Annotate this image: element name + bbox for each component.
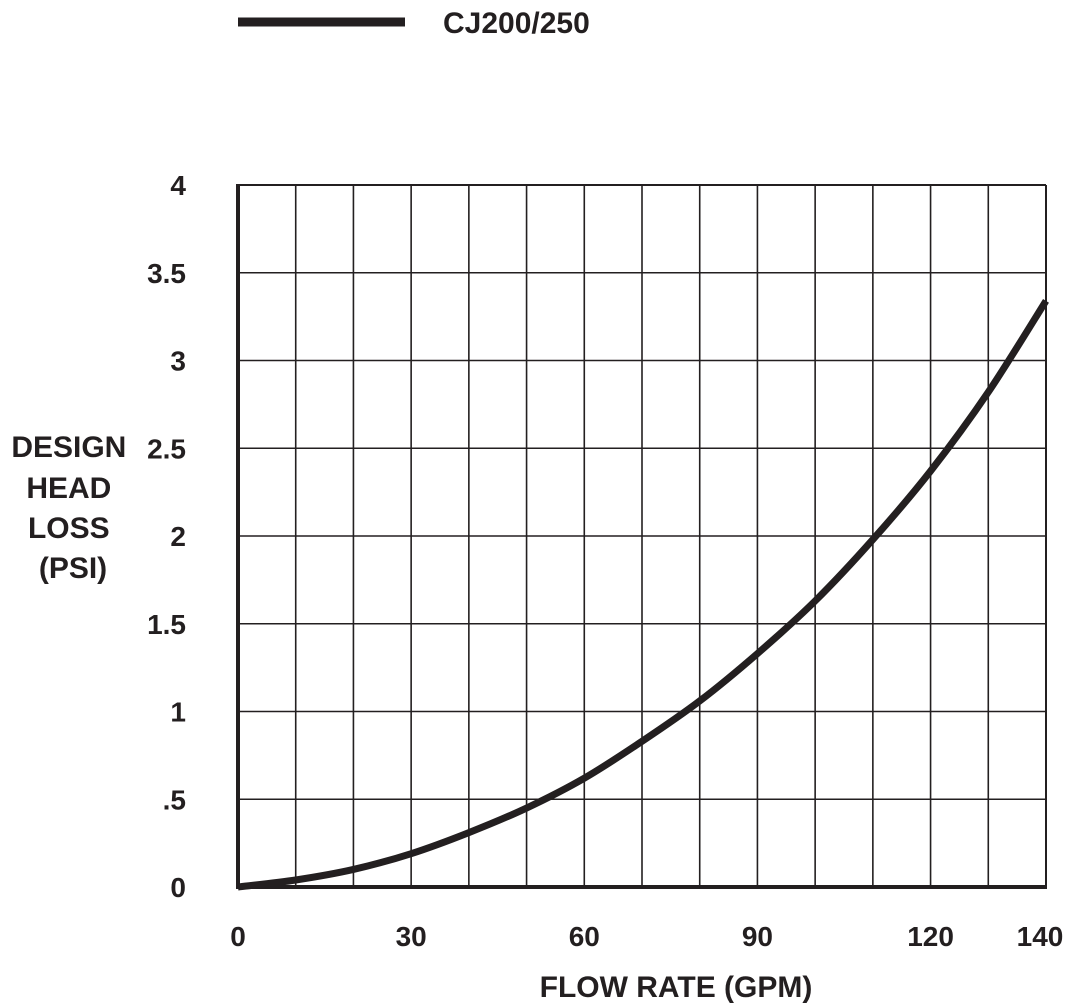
series-layer bbox=[237, 298, 1049, 891]
y-tick-label: 2.5 bbox=[147, 433, 186, 464]
x-tick-label: 0 bbox=[230, 921, 246, 952]
series-line-1 bbox=[237, 298, 1049, 891]
y-tick-label: 1 bbox=[170, 697, 186, 728]
grid bbox=[238, 185, 1046, 887]
y-tick-label: 4 bbox=[170, 170, 186, 201]
y-axis-title-line-1: DESIGN bbox=[11, 431, 126, 464]
x-axis-title: FLOW RATE (GPM) bbox=[540, 971, 813, 1004]
x-tick-labels: 0 30 60 90 120 140 bbox=[230, 921, 1063, 952]
legend: CJ200/250 bbox=[238, 7, 590, 40]
y-tick-label: 2 bbox=[170, 521, 186, 552]
y-axis-title-line-2: HEAD bbox=[26, 472, 111, 505]
y-tick-label: 3 bbox=[170, 346, 186, 377]
y-tick-labels: 0 .5 1 1.5 2 2.5 3 3.5 4 bbox=[147, 170, 186, 903]
legend-label: CJ200/250 bbox=[443, 7, 590, 40]
y-tick-label: 0 bbox=[170, 872, 186, 903]
x-tick-label: 30 bbox=[396, 921, 427, 952]
y-tick-label: 3.5 bbox=[147, 258, 186, 289]
x-tick-label: 60 bbox=[569, 921, 600, 952]
y-tick-label: 1.5 bbox=[147, 609, 186, 640]
x-tick-label: 120 bbox=[907, 921, 954, 952]
x-tick-label: 90 bbox=[742, 921, 773, 952]
y-axis-title: DESIGN HEAD LOSS (PSI) bbox=[11, 431, 134, 585]
x-tick-label: 140 bbox=[1017, 921, 1064, 952]
y-axis-title-line-3: LOSS bbox=[28, 512, 110, 545]
y-tick-label: .5 bbox=[163, 784, 186, 815]
y-axis-title-line-4: (PSI) bbox=[39, 552, 107, 585]
